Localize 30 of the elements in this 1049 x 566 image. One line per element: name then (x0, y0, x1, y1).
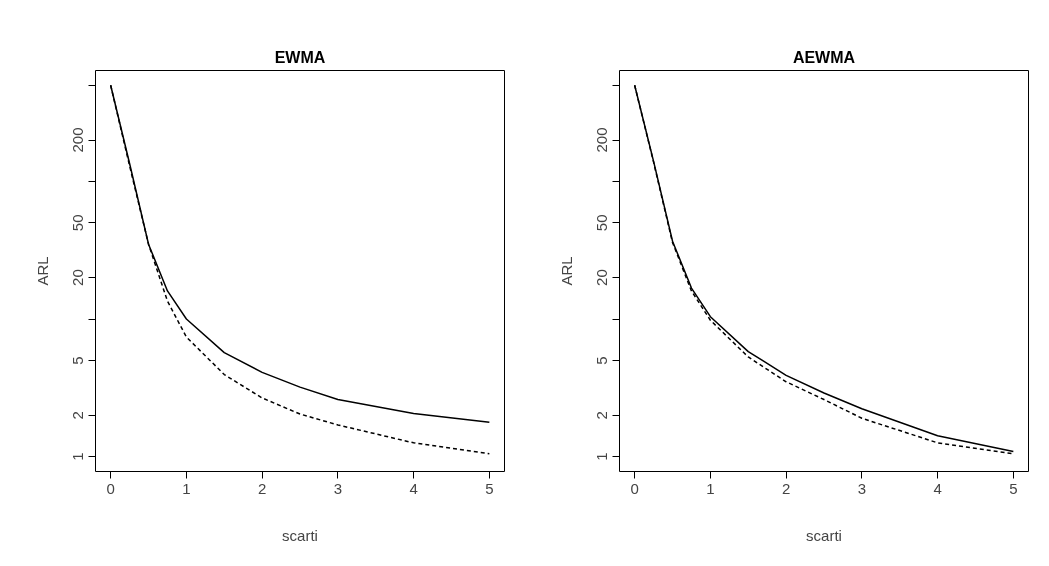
x-tick-label: 0 (106, 479, 115, 497)
x-tick-label: 2 (257, 479, 267, 497)
y-tick-label: 1 (593, 452, 611, 461)
x-tick-label: 4 (409, 479, 418, 497)
chart-title: AEWMA (792, 48, 856, 66)
x-tick-label: 2 (781, 479, 791, 497)
x-tick-label: 4 (933, 479, 942, 497)
x-tick-label: 5 (485, 479, 494, 497)
y-tick-label: 20 (593, 269, 611, 286)
x-axis-title: scarti (282, 526, 318, 544)
y-tick-label: 20 (69, 269, 87, 286)
y-tick-label: 200 (69, 127, 87, 153)
y-tick-label: 50 (69, 214, 87, 232)
x-tick-label: 3 (857, 479, 867, 497)
chart-title: EWMA (274, 48, 326, 66)
y-tick-label: 2 (69, 411, 87, 420)
y-tick-label: 1 (69, 452, 87, 461)
y-tick-label: 50 (593, 214, 611, 232)
y-axis-title: ARL (33, 256, 51, 286)
y-tick-label: 5 (593, 356, 611, 365)
y-tick-label: 200 (593, 127, 611, 153)
y-axis-title: ARL (557, 256, 575, 286)
y-tick-label: 5 (69, 356, 87, 365)
x-tick-label: 3 (333, 479, 343, 497)
y-tick-label: 2 (593, 411, 611, 420)
x-tick-label: 1 (706, 479, 715, 497)
x-tick-label: 1 (182, 479, 191, 497)
x-tick-label: 5 (1009, 479, 1018, 497)
x-axis-title: scarti (806, 526, 842, 544)
x-tick-label: 0 (630, 479, 639, 497)
